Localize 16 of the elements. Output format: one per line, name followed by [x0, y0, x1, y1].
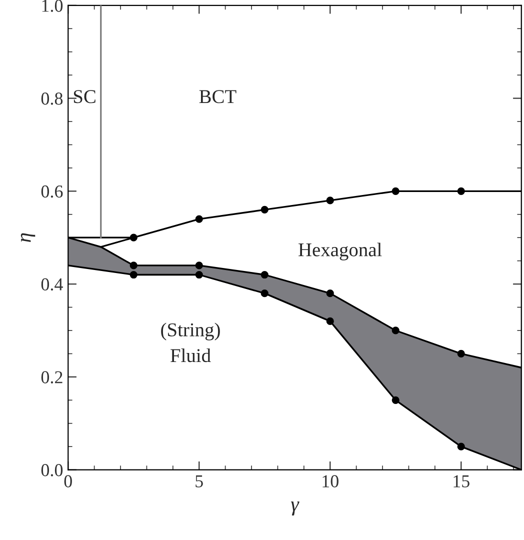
y-tick-label: 0.6 — [41, 185, 63, 198]
annotation: BCT — [199, 90, 236, 104]
y-tick-label: 0.4 — [41, 278, 63, 291]
y-tick-label: 0.2 — [41, 371, 62, 384]
x-tick-label: 15 — [454, 475, 470, 488]
x-axis-title: γ — [291, 501, 300, 516]
annotation: Hexagonal — [298, 242, 382, 260]
x-tick-label: 10 — [322, 475, 338, 488]
y-axis-title: η — [20, 233, 36, 242]
annotation: SC — [74, 90, 96, 104]
x-tick-label: 5 — [196, 475, 203, 488]
y-tick-label: 1.0 — [42, 0, 63, 12]
annotation: (String) Fluid — [161, 322, 220, 362]
x-tick-label: 0 — [64, 475, 72, 488]
y-tick-label: 0.0 — [41, 464, 63, 476]
y-tick-label: 0.8 — [41, 92, 63, 105]
